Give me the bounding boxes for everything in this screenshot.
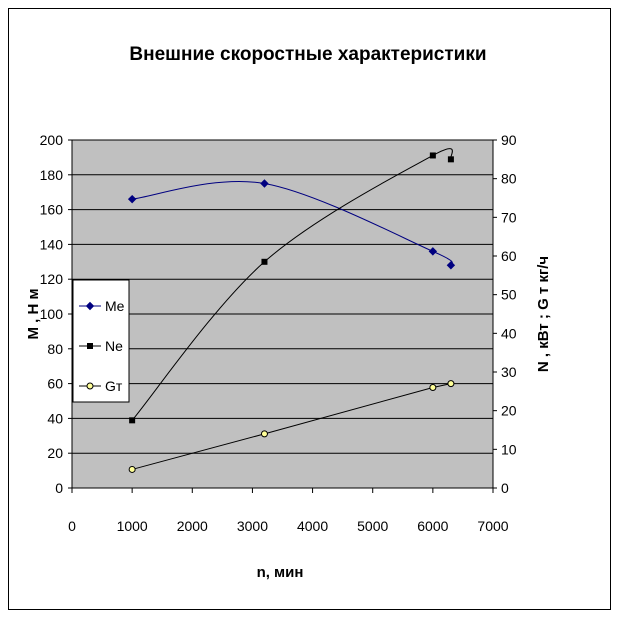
y-right-axis-ticks: 0 10 20 30 40 50 60 70 80 90 [493, 132, 517, 496]
x-tick-label: 0 [68, 518, 76, 534]
x-tick-label: 2000 [177, 518, 208, 534]
x-tick-label: 5000 [357, 518, 388, 534]
y-right-tick-label: 40 [501, 325, 517, 341]
legend-label: Ne [105, 338, 123, 354]
data-point [127, 194, 137, 204]
legend-item-ne: Ne [79, 338, 123, 354]
y-left-tick-label: 120 [40, 271, 64, 287]
legend-marker [85, 301, 95, 311]
data-point [129, 417, 136, 424]
y-left-tick-label: 0 [55, 480, 63, 496]
y-right-tick-label: 70 [501, 209, 517, 225]
legend-item-gт: Gт [79, 378, 123, 394]
data-point [260, 179, 269, 188]
y-left-tick-label: 180 [40, 167, 64, 183]
x-tick-label: 7000 [477, 518, 508, 534]
legend-marker [87, 343, 93, 349]
data-point [128, 465, 136, 473]
x-tick-label: 6000 [417, 518, 448, 534]
y-left-tick-label: 100 [40, 306, 64, 322]
legend-box [72, 279, 130, 403]
x-tick-label: 1000 [117, 518, 148, 534]
data-point [446, 261, 456, 270]
y-right-tick-label: 30 [501, 364, 517, 380]
series-line [131, 148, 453, 421]
chart-title: Внешние скоростные характеристики [129, 44, 486, 65]
x-tick-label: 4000 [297, 518, 328, 534]
x-axis-label: n, мин [257, 564, 304, 581]
series-me [127, 179, 456, 270]
y-left-tick-label: 140 [40, 236, 64, 252]
legend-label: Gт [105, 378, 123, 394]
legend: Me Ne Gт [72, 279, 130, 403]
x-tick-label: 3000 [237, 518, 268, 534]
y-left-tick-label: 80 [47, 341, 63, 357]
y-right-tick-label: 60 [501, 248, 517, 264]
chart-frame [8, 8, 611, 610]
y-left-tick-label: 160 [40, 202, 64, 218]
y-right-tick-label: 0 [501, 480, 509, 496]
y-left-axis-label: М , Н м [25, 288, 42, 339]
data-point [260, 430, 268, 438]
data-point [447, 156, 454, 163]
legend-item-me: Me [79, 298, 125, 314]
y-left-tick-label: 200 [40, 132, 64, 148]
y-right-tick-label: 10 [501, 441, 517, 457]
y-right-axis-label: N , кВт ; G т кг/ч [535, 256, 552, 372]
series-line [132, 383, 452, 470]
grid-lines [72, 139, 493, 454]
series-layer [127, 148, 456, 473]
y-left-tick-label: 40 [47, 410, 63, 426]
y-left-tick-label: 60 [47, 376, 63, 392]
series-gт [128, 380, 455, 473]
y-right-tick-label: 80 [501, 171, 517, 187]
y-left-tick-label: 20 [47, 445, 63, 461]
data-point [428, 247, 438, 256]
y-right-tick-label: 90 [501, 132, 517, 148]
data-point [447, 380, 455, 388]
series-line [132, 180, 453, 266]
y-right-tick-label: 50 [501, 287, 517, 303]
y-right-tick-label: 20 [501, 403, 517, 419]
data-point [429, 383, 437, 391]
data-point [261, 258, 268, 265]
x-axis-ticks: 0 1000 2000 3000 4000 5000 6000 7000 [68, 488, 509, 534]
series-ne [129, 148, 454, 424]
y-left-axis-ticks: 0 20 40 60 80 100 120 140 160 180 200 [40, 132, 72, 496]
data-point [429, 152, 436, 159]
legend-marker [86, 382, 94, 390]
legend-label: Me [105, 298, 125, 314]
